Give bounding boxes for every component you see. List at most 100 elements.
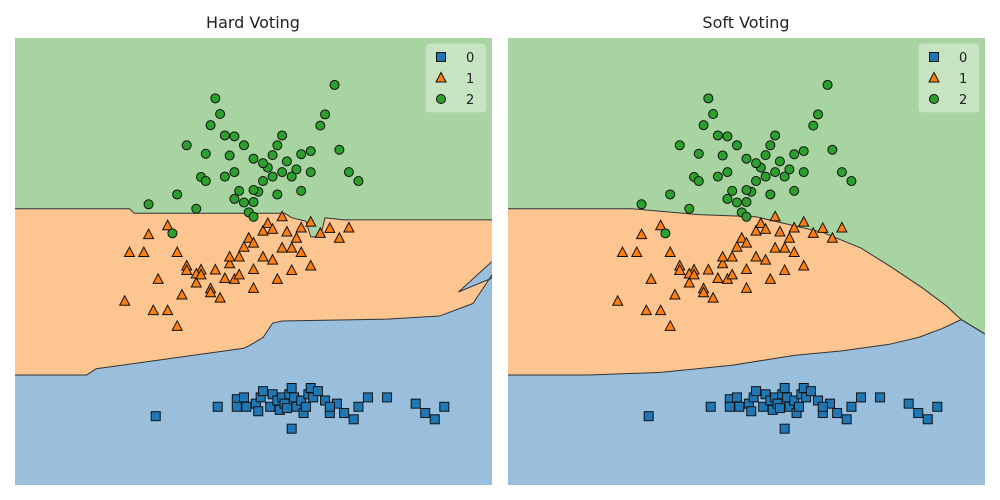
point-class-2 (808, 120, 819, 131)
hard-voting-panel: Hard Voting 0 1 2 (15, 13, 492, 485)
point-class-1 (209, 263, 222, 275)
hard-voting-title: Hard Voting (206, 13, 300, 32)
point-class-1 (171, 245, 184, 258)
point-class-1 (180, 263, 193, 275)
point-class-2 (760, 150, 771, 161)
point-class-1 (764, 272, 777, 284)
point-class-1 (142, 228, 155, 240)
point-class-0 (420, 408, 431, 419)
soft-voting-title: Soft Voting (702, 13, 789, 32)
point-class-1 (295, 221, 308, 233)
point-class-2 (277, 130, 288, 141)
point-class-1 (611, 294, 624, 306)
point-class-1 (343, 221, 355, 233)
point-class-1 (635, 228, 648, 240)
point-class-1 (261, 216, 274, 229)
point-class-1 (223, 250, 236, 262)
point-class-2 (224, 150, 235, 161)
point-class-1 (807, 226, 820, 238)
boundary-line-2-1 (508, 208, 985, 335)
point-class-1 (304, 259, 317, 271)
point-class-1 (769, 241, 781, 253)
point-class-2 (846, 176, 857, 187)
point-class-1 (123, 245, 136, 258)
point-class-2 (770, 130, 781, 141)
point-class-1 (654, 219, 667, 231)
point-class-2 (727, 185, 738, 196)
point-class-2 (229, 193, 240, 204)
point-class-2 (248, 153, 259, 164)
legend-box (918, 43, 980, 113)
point-class-2 (784, 164, 795, 175)
point-class-2 (693, 148, 704, 159)
legend-label-class-0: 0 (959, 51, 967, 66)
point-class-2 (798, 146, 809, 157)
legend-label-class-0: 0 (466, 51, 474, 66)
point-class-1 (716, 250, 729, 262)
point-class-1 (731, 240, 743, 252)
point-class-2 (200, 148, 211, 159)
point-class-0 (922, 414, 933, 425)
point-class-0 (300, 401, 311, 412)
point-class-1 (290, 231, 303, 243)
point-class-1 (836, 221, 848, 233)
point-class-2 (200, 176, 211, 187)
point-class-2 (305, 146, 316, 157)
point-class-1 (740, 262, 753, 275)
point-class-2 (789, 185, 800, 196)
point-class-1 (716, 257, 729, 269)
point-class-2 (708, 108, 719, 119)
point-class-2 (789, 149, 800, 160)
point-class-0 (281, 403, 292, 414)
point-class-1 (285, 263, 298, 275)
point-class-1 (788, 245, 801, 258)
point-class-0 (832, 408, 843, 419)
point-class-1 (214, 291, 226, 303)
point-class-1 (257, 224, 269, 236)
point-class-0 (746, 406, 757, 417)
point-class-0 (353, 401, 364, 412)
legend-marker-class-1 (928, 71, 940, 83)
point-class-1 (204, 286, 217, 298)
point-class-0 (779, 383, 790, 394)
point-class-1 (152, 272, 164, 284)
legend-marker-class-2 (929, 94, 939, 104)
point-class-1 (195, 268, 207, 280)
point-class-1 (759, 222, 772, 234)
point-class-2 (822, 79, 833, 90)
point-class-1 (233, 268, 246, 280)
point-class-2 (703, 93, 714, 104)
boundary-line-1-0 (15, 261, 492, 376)
point-class-1 (702, 263, 715, 275)
point-class-0 (348, 414, 359, 425)
point-class-1 (759, 253, 772, 265)
point-class-0 (903, 398, 914, 409)
point-class-0 (238, 392, 249, 403)
region-class-2 (15, 38, 492, 237)
point-class-1 (750, 224, 762, 236)
point-class-0 (731, 392, 742, 403)
scatter-points (118, 79, 450, 434)
legend-marker-class-2 (436, 94, 446, 104)
point-class-1 (233, 250, 246, 262)
point-class-0 (410, 398, 421, 409)
point-class-2 (296, 149, 307, 160)
point-class-1 (271, 272, 284, 284)
point-class-2 (277, 167, 288, 178)
point-class-2 (751, 158, 762, 169)
point-class-2 (219, 171, 230, 182)
point-class-1 (190, 276, 203, 288)
point-class-2 (315, 120, 326, 131)
point-class-2 (191, 203, 202, 214)
point-class-1 (118, 294, 131, 306)
point-class-0 (231, 401, 242, 412)
point-class-2 (751, 176, 762, 187)
point-class-1 (147, 304, 160, 316)
point-class-2 (215, 108, 226, 119)
point-class-1 (707, 291, 719, 303)
point-class-1 (630, 245, 643, 258)
point-class-2 (827, 144, 838, 155)
point-class-1 (171, 319, 184, 331)
point-class-2 (172, 189, 183, 200)
point-class-1 (683, 276, 696, 288)
